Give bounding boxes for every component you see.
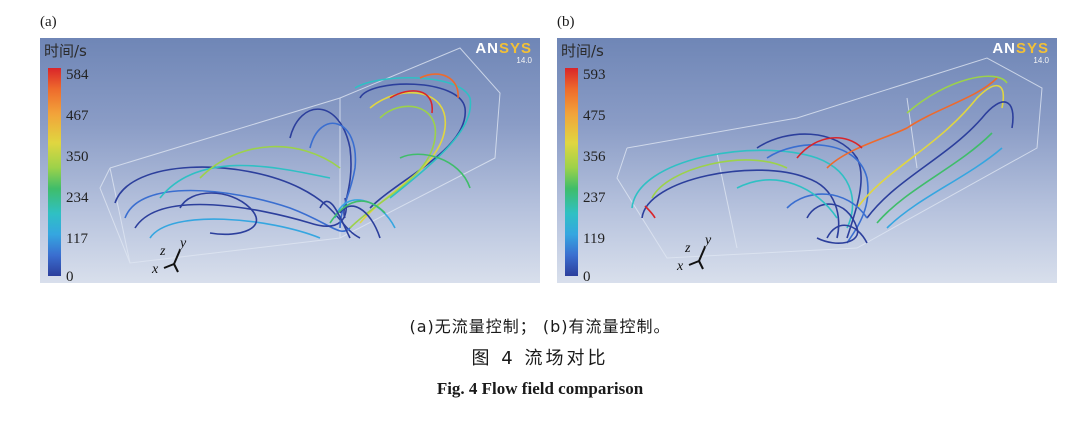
streamline-plot-a [99, 47, 501, 264]
colorbar [48, 68, 61, 276]
axis-z-label: z [160, 244, 166, 259]
axis-z-label: z [685, 241, 691, 256]
colorbar-tick: 0 [583, 269, 591, 284]
panel-b-label: (b) [557, 14, 575, 30]
colorbar-tick: 234 [66, 190, 89, 206]
panel-b: 时间/s 593 475 356 237 119 0 ANSYS 14.0 z … [557, 38, 1057, 283]
colorbar-title: 时间/s [44, 42, 87, 60]
streamlines-b [631, 75, 1014, 244]
axis-y-label: y [180, 236, 187, 251]
colorbar-tick: 467 [66, 108, 89, 124]
figure-caption-english: Fig. 4 Flow field comparison [436, 379, 644, 398]
colorbar-tick: 475 [583, 108, 606, 124]
colorbar-title: 时间/s [561, 42, 604, 60]
colorbar-tick: 237 [583, 190, 606, 206]
colorbar-tick: 584 [66, 67, 89, 83]
subfigure-caption: (a)无流量控制； (b)有流量控制。 [409, 317, 671, 336]
panel-a: 时间/s 584 467 350 234 117 0 ANSYS 14.0 z … [40, 38, 540, 283]
colorbar-tick: 119 [583, 231, 605, 247]
ansys-version: 14.0 [516, 56, 532, 65]
colorbar [565, 68, 578, 276]
ansys-logo: ANSYS [475, 40, 532, 57]
streamlines-a [114, 73, 472, 239]
streamline-plot-b [616, 57, 1043, 259]
colorbar-tick: 356 [583, 149, 606, 165]
figure-caption-chinese: 图 4 流场对比 [471, 348, 609, 369]
colorbar-tick: 350 [66, 149, 89, 165]
axis-x-label: x [677, 259, 684, 274]
tank-wireframe-b [616, 57, 1043, 259]
axis-triad: z y x [675, 233, 719, 277]
panel-a-label: (a) [40, 14, 57, 30]
axis-triad: z y x [150, 236, 194, 280]
colorbar-tick: 0 [66, 269, 74, 284]
ansys-logo: ANSYS [992, 40, 1049, 57]
colorbar-tick: 117 [66, 231, 88, 247]
colorbar-tick: 593 [583, 67, 606, 83]
axis-x-label: x [152, 262, 159, 277]
axis-y-label: y [705, 233, 712, 248]
ansys-version: 14.0 [1033, 56, 1049, 65]
